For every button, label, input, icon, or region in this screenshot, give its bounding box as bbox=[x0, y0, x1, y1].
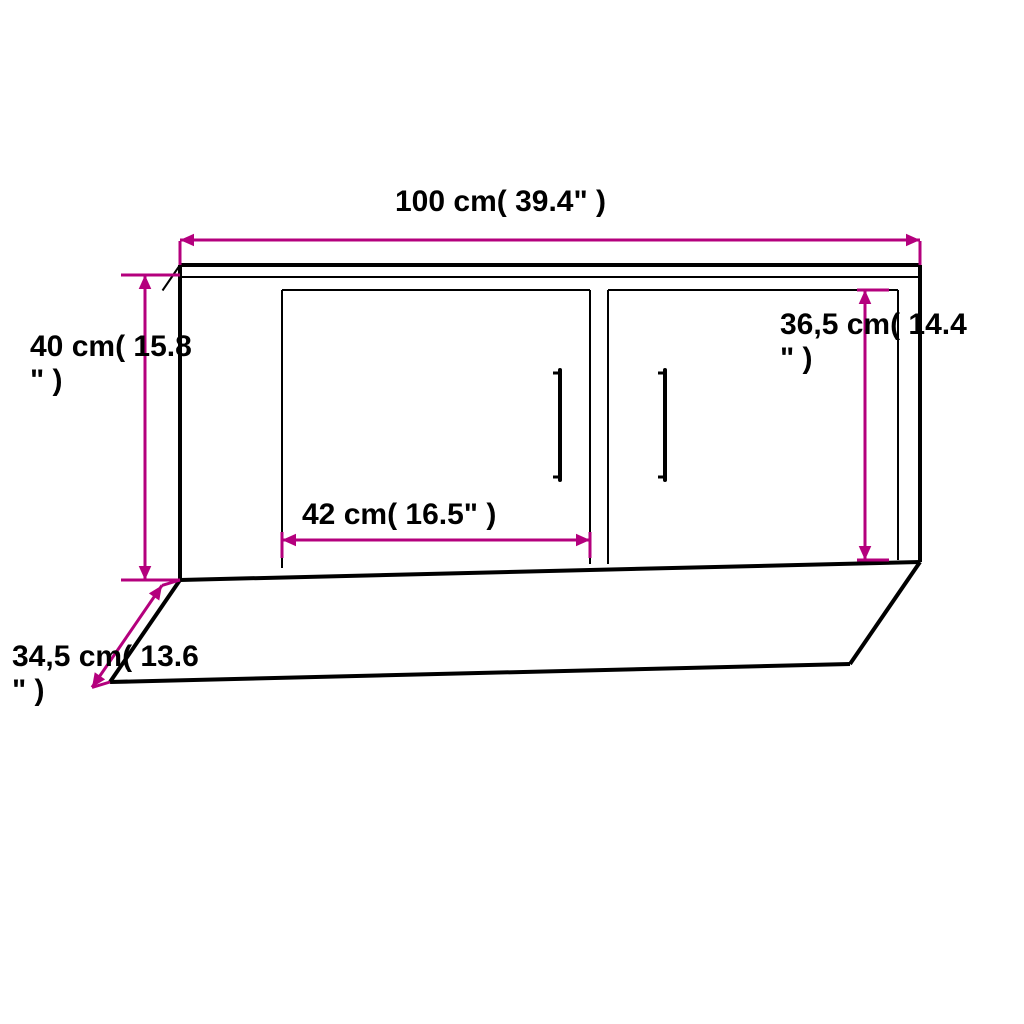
label-door-width: 42 cm( 16.5" ) bbox=[302, 498, 496, 532]
label-depth: 34,5 cm( 13.6" ) bbox=[12, 640, 199, 708]
dimension-drawing-svg bbox=[0, 0, 1024, 1024]
drawing-canvas: 100 cm( 39.4" ) 40 cm( 15.8" ) 34,5 cm( … bbox=[0, 0, 1024, 1024]
label-overall-height: 40 cm( 15.8" ) bbox=[30, 330, 192, 398]
label-door-height: 36,5 cm( 14.4" ) bbox=[780, 308, 967, 376]
label-overall-width: 100 cm( 39.4" ) bbox=[395, 185, 606, 219]
